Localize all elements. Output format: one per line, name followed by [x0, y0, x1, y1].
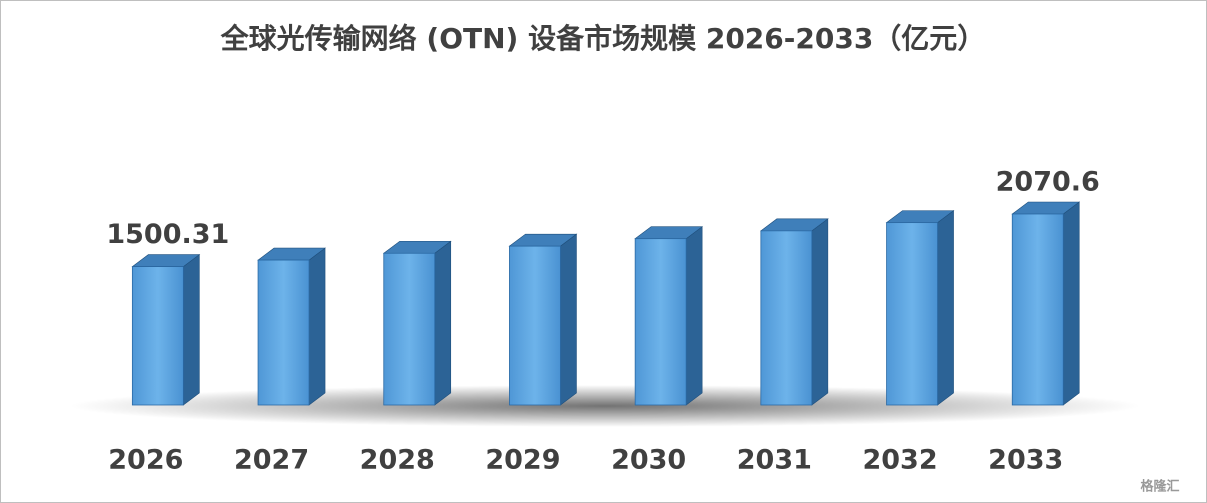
bar — [509, 245, 561, 406]
watermark: 格隆汇 — [1140, 479, 1179, 495]
bar — [131, 266, 184, 406]
bar-side — [811, 218, 829, 406]
bar — [383, 252, 436, 406]
x-tick-label: 2029 — [485, 445, 560, 476]
bar-side — [183, 254, 200, 406]
floor-shadow — [70, 385, 1140, 427]
bar-side — [308, 247, 326, 406]
x-tick-label: 2030 — [611, 445, 686, 476]
bar-side — [434, 240, 452, 406]
bar-side — [685, 226, 703, 406]
bar-side — [937, 210, 954, 406]
bar — [886, 222, 938, 406]
x-tick-label: 2026 — [108, 445, 183, 476]
bar — [760, 230, 813, 406]
data-label: 1500.31 — [106, 219, 229, 250]
bar — [1011, 213, 1064, 406]
data-label: 2070.6 — [996, 167, 1100, 198]
chart-title: 全球光传输网络 (OTN) 设备市场规模 2026-2033（亿元） — [220, 22, 986, 55]
bar — [257, 259, 310, 406]
x-tick-label: 2031 — [737, 445, 812, 476]
x-tick-label: 2028 — [360, 445, 435, 476]
bar-side — [1062, 201, 1080, 406]
bar — [634, 238, 687, 406]
x-tick-label: 2027 — [234, 445, 309, 476]
x-tick-label: 2032 — [862, 445, 937, 476]
x-tick-label: 2033 — [988, 445, 1063, 476]
bar-side — [560, 233, 577, 406]
